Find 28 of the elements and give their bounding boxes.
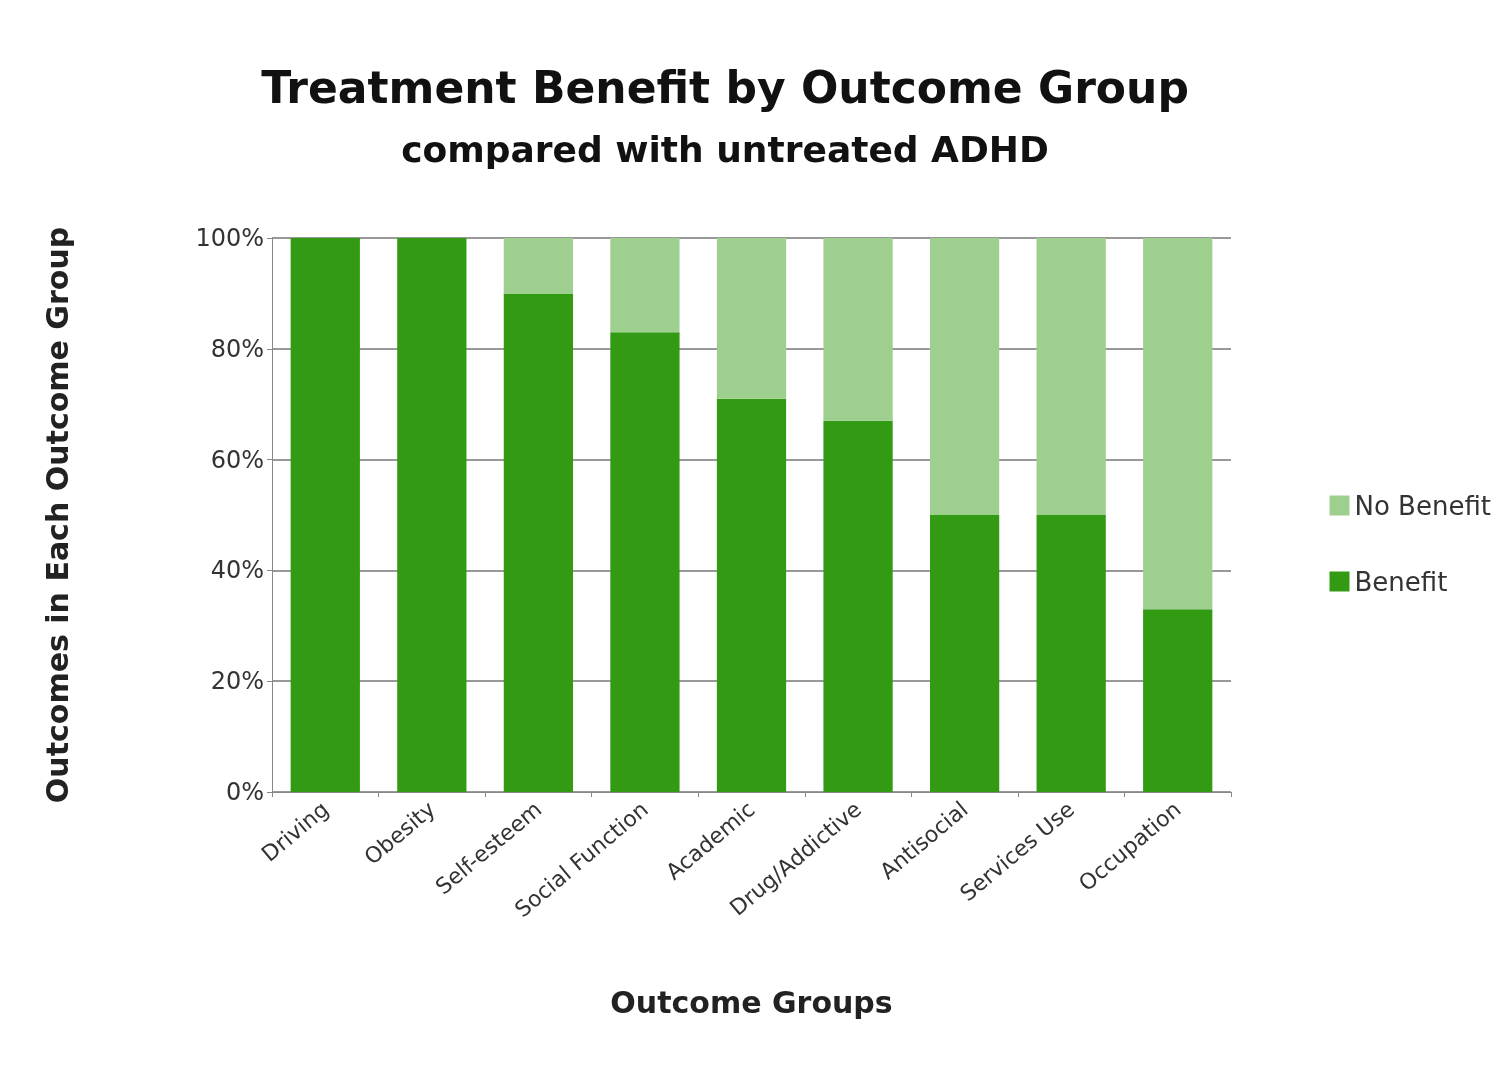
bar [1036, 238, 1106, 515]
bar [1036, 515, 1106, 792]
legend-label: Benefit [1354, 566, 1448, 597]
y-tick-label: 0% [225, 778, 264, 806]
y-tick-label: 40% [210, 556, 264, 585]
bar [503, 238, 574, 294]
bar [1143, 609, 1213, 792]
bar [610, 238, 680, 333]
chart-title: Treatment Benefit by Outcome Group [261, 61, 1189, 113]
bar [290, 238, 360, 792]
chart-subtitle: compared with untreated ADHD [401, 128, 1049, 170]
y-tick-label: 60% [210, 445, 264, 474]
legend-label: No Benefit [1354, 490, 1491, 521]
bar [823, 238, 893, 421]
bar [716, 398, 787, 792]
bar [610, 332, 680, 792]
bar [716, 238, 787, 399]
y-tick-label: 20% [210, 667, 264, 696]
y-tick-label: 100% [195, 224, 264, 252]
bar [1143, 238, 1213, 610]
bar [929, 515, 1000, 792]
bar [397, 238, 467, 792]
y-tick-label: 80% [210, 334, 264, 363]
y-axis-title: Outcomes in Each Outcome Group [39, 226, 75, 804]
bar [823, 420, 893, 792]
bar [929, 238, 1000, 515]
bar [503, 293, 574, 792]
x-axis-title: Outcome Groups [610, 984, 893, 1020]
